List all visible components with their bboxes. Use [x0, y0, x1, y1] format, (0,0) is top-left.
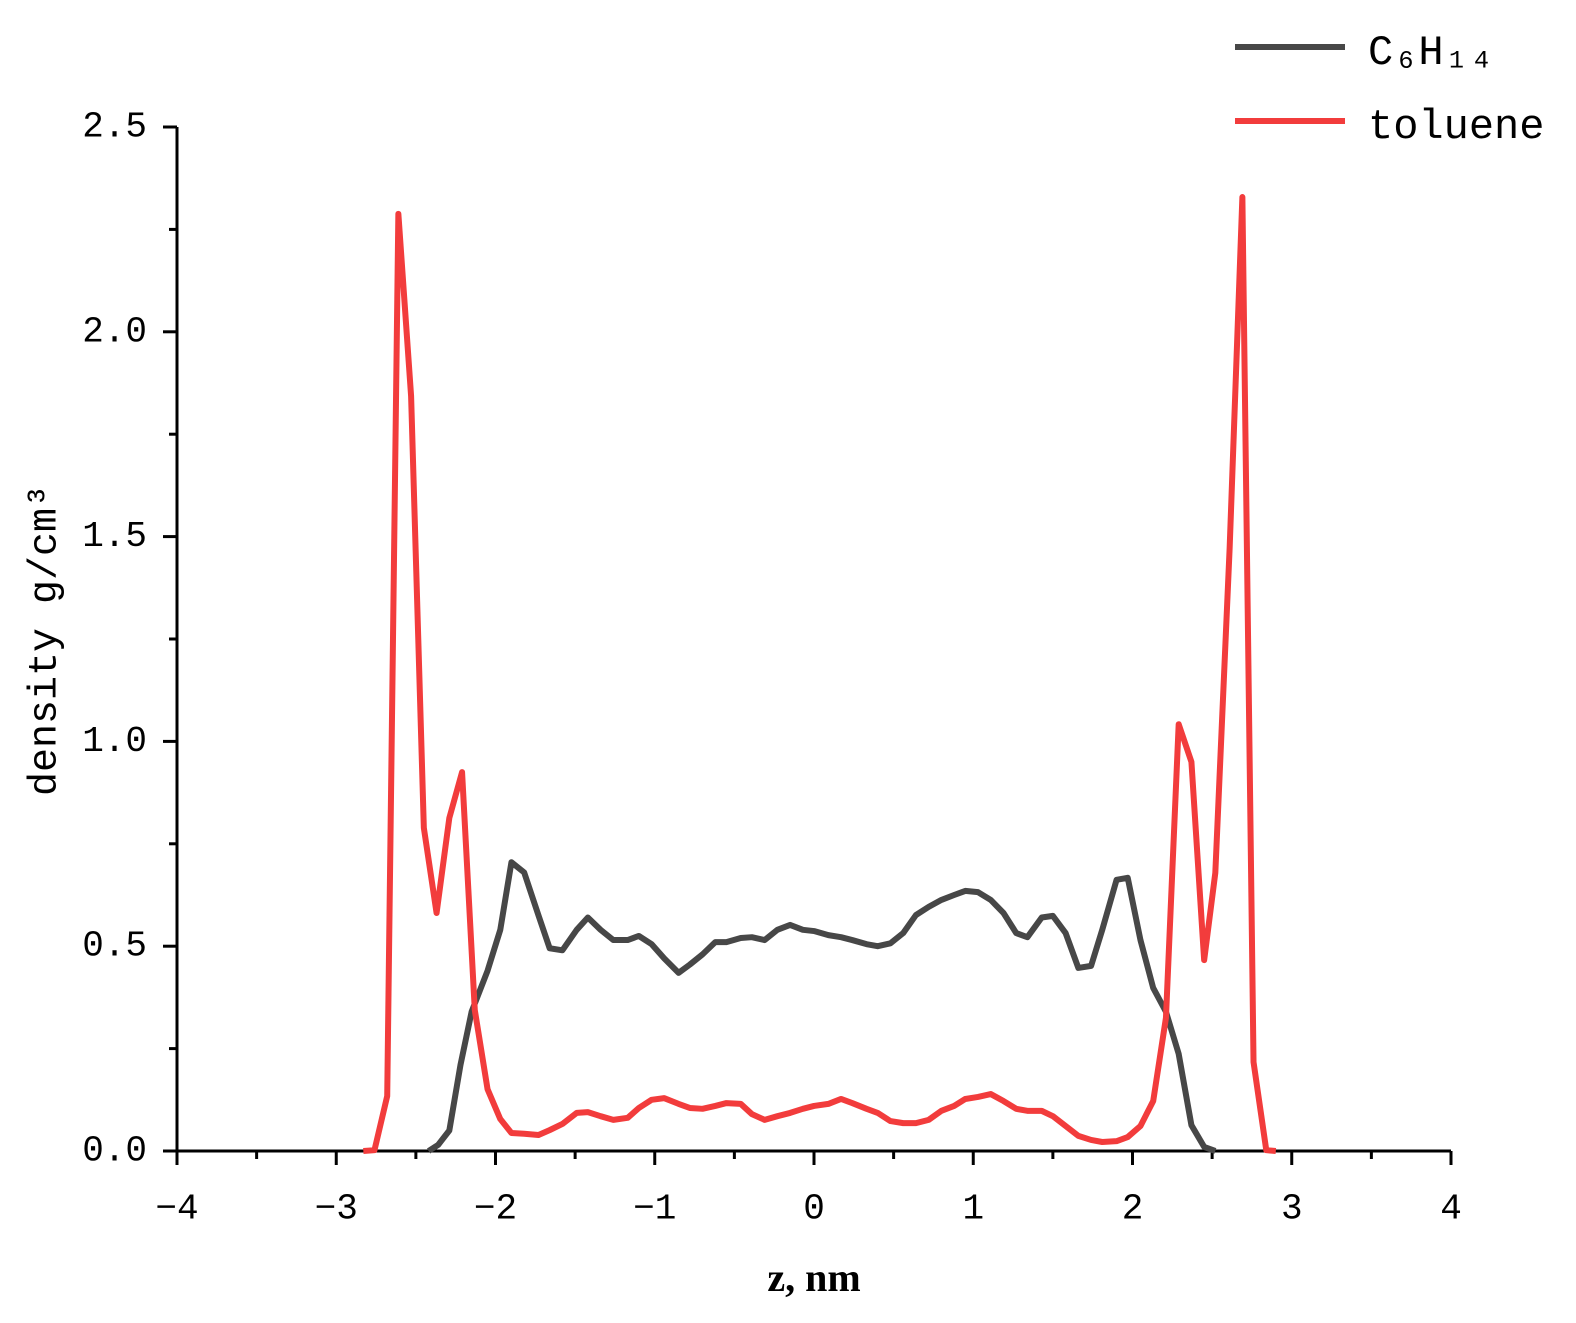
- x-tick-label: −3: [315, 1189, 358, 1230]
- x-tick-label: 1: [962, 1189, 984, 1230]
- x-tick-label: −4: [155, 1189, 198, 1230]
- x-tick-label: 4: [1440, 1189, 1462, 1230]
- data-line: [426, 859, 1217, 1154]
- y-tick-label: 0.5: [82, 926, 147, 967]
- x-tick-label: 2: [1122, 1189, 1144, 1230]
- y-tick-label: 1.0: [82, 721, 147, 762]
- data-line: [363, 194, 1277, 1154]
- y-axis-title: density g/cm³: [24, 484, 69, 796]
- x-tick-label: 0: [803, 1189, 825, 1230]
- x-axis-title: z, nm: [767, 1255, 860, 1300]
- y-tick-label: 2.5: [82, 107, 147, 148]
- x-tick-label: −1: [633, 1189, 676, 1230]
- y-tick-label: 2.0: [82, 311, 147, 352]
- legend-label: C₆H₁₄: [1368, 29, 1494, 77]
- y-tick-label: 0.0: [82, 1131, 147, 1172]
- x-tick-label: −2: [474, 1189, 517, 1230]
- x-tick-label: 3: [1281, 1189, 1303, 1230]
- legend-label: toluene: [1368, 103, 1544, 151]
- y-tick-label: 1.5: [82, 516, 147, 557]
